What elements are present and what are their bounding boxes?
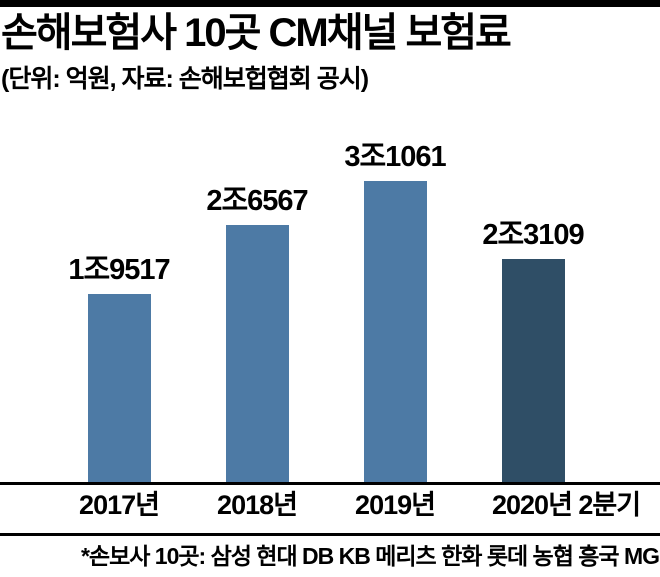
footnote-divider-line: [0, 533, 660, 536]
bar-column-1: 1조9517: [50, 140, 188, 484]
bar-value-label: 2조3109: [482, 219, 584, 252]
bar-column-2: 2조6567: [188, 140, 326, 484]
footnote: *손보사 10곳: 삼성 현대 DB KB 메리츠 한화 롯데 농협 흥국 MG: [80, 543, 660, 569]
chart-subtitle: (단위: 억원, 자료: 손해보헙협회 공시): [1, 65, 369, 93]
bar-2: [225, 225, 289, 484]
bar-column-3: 3조1061: [326, 140, 464, 484]
x-axis-labels-row: 2017년 2018년 2019년 2020년 2분기: [50, 489, 641, 521]
bar-3: [363, 181, 427, 484]
top-border-bar: [0, 0, 660, 7]
bar-4: [501, 259, 565, 484]
bar-1: [87, 294, 151, 484]
x-axis-label: 2018년: [217, 490, 298, 520]
x-axis-label: 2017년: [79, 490, 160, 520]
x-axis-label: 2020년 2분기: [492, 490, 641, 520]
x-axis-line: [0, 482, 660, 485]
bar-value-label: 2조6567: [206, 185, 308, 218]
bar-value-label: 1조9517: [68, 254, 170, 287]
x-axis-label: 2019년: [355, 490, 436, 520]
chart-title: 손해보험사 10곳 CM채널 보험료: [1, 11, 512, 55]
bar-column-4: 2조3109: [464, 140, 602, 484]
bar-value-label: 3조1061: [344, 141, 446, 174]
bar-chart-plot-area: 1조9517 2조6567 3조1061 2조3109: [50, 140, 602, 484]
